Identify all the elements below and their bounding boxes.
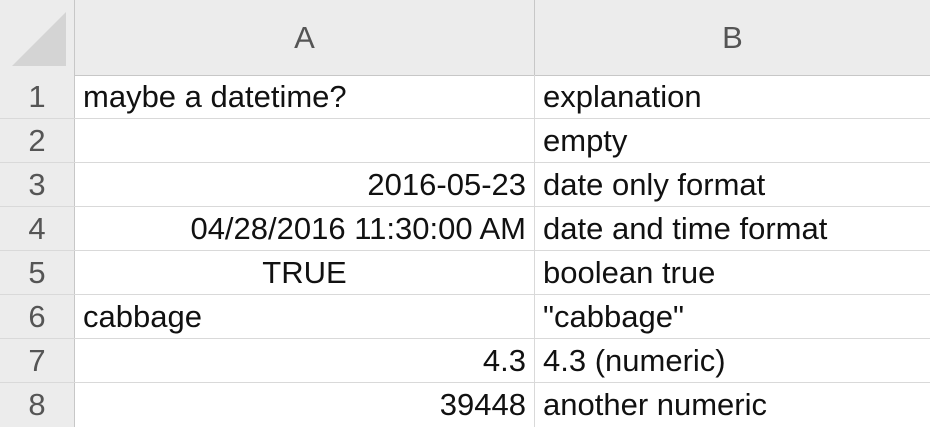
cell-b1[interactable]: explanation [543,79,702,114]
select-all-triangle-icon [12,12,66,66]
cell-b8[interactable]: another numeric [543,387,768,422]
row-header[interactable]: 8 [0,383,75,427]
cell-a7[interactable]: 4.3 [75,339,535,382]
table-row: 1 maybe a datetime? explanation [0,75,930,119]
row-header[interactable]: 6 [0,295,75,338]
cell-b3[interactable]: date only format [543,167,766,202]
cell-a3[interactable]: 2016-05-23 [75,163,535,206]
cell-b4[interactable]: date and time format [543,211,828,246]
table-row: 7 4.3 4.3 (numeric) [0,339,930,383]
table-row: 5 TRUE boolean true [0,251,930,295]
row-header[interactable]: 3 [0,163,75,206]
cell-b5[interactable]: boolean true [543,255,716,290]
cell-b6[interactable]: "cabbage" [543,299,684,334]
column-header-a[interactable]: A [75,0,535,75]
row-header[interactable]: 5 [0,251,75,294]
cell-b7[interactable]: 4.3 (numeric) [543,343,726,378]
table-row: 3 2016-05-23 date only format [0,163,930,207]
cell-a1[interactable]: maybe a datetime? [75,75,535,118]
cell-a8[interactable]: 39448 [75,383,535,427]
row-header[interactable]: 4 [0,207,75,250]
column-header-row: A B [0,0,930,76]
cell-a5[interactable]: TRUE [75,251,535,294]
cell-a6[interactable]: cabbage [75,295,535,338]
select-all-corner[interactable] [0,0,75,75]
table-row: 4 04/28/2016 11:30:00 AM date and time f… [0,207,930,251]
table-row: 6 cabbage "cabbage" [0,295,930,339]
row-header[interactable]: 7 [0,339,75,382]
cell-a4[interactable]: 04/28/2016 11:30:00 AM [75,207,535,250]
row-header[interactable]: 2 [0,119,75,162]
cell-a2[interactable] [75,119,535,162]
row-header[interactable]: 1 [0,75,75,118]
column-header-b[interactable]: B [722,20,743,55]
table-row: 8 39448 another numeric [0,383,930,427]
cell-b2[interactable]: empty [543,123,628,158]
table-row: 2 empty [0,119,930,163]
